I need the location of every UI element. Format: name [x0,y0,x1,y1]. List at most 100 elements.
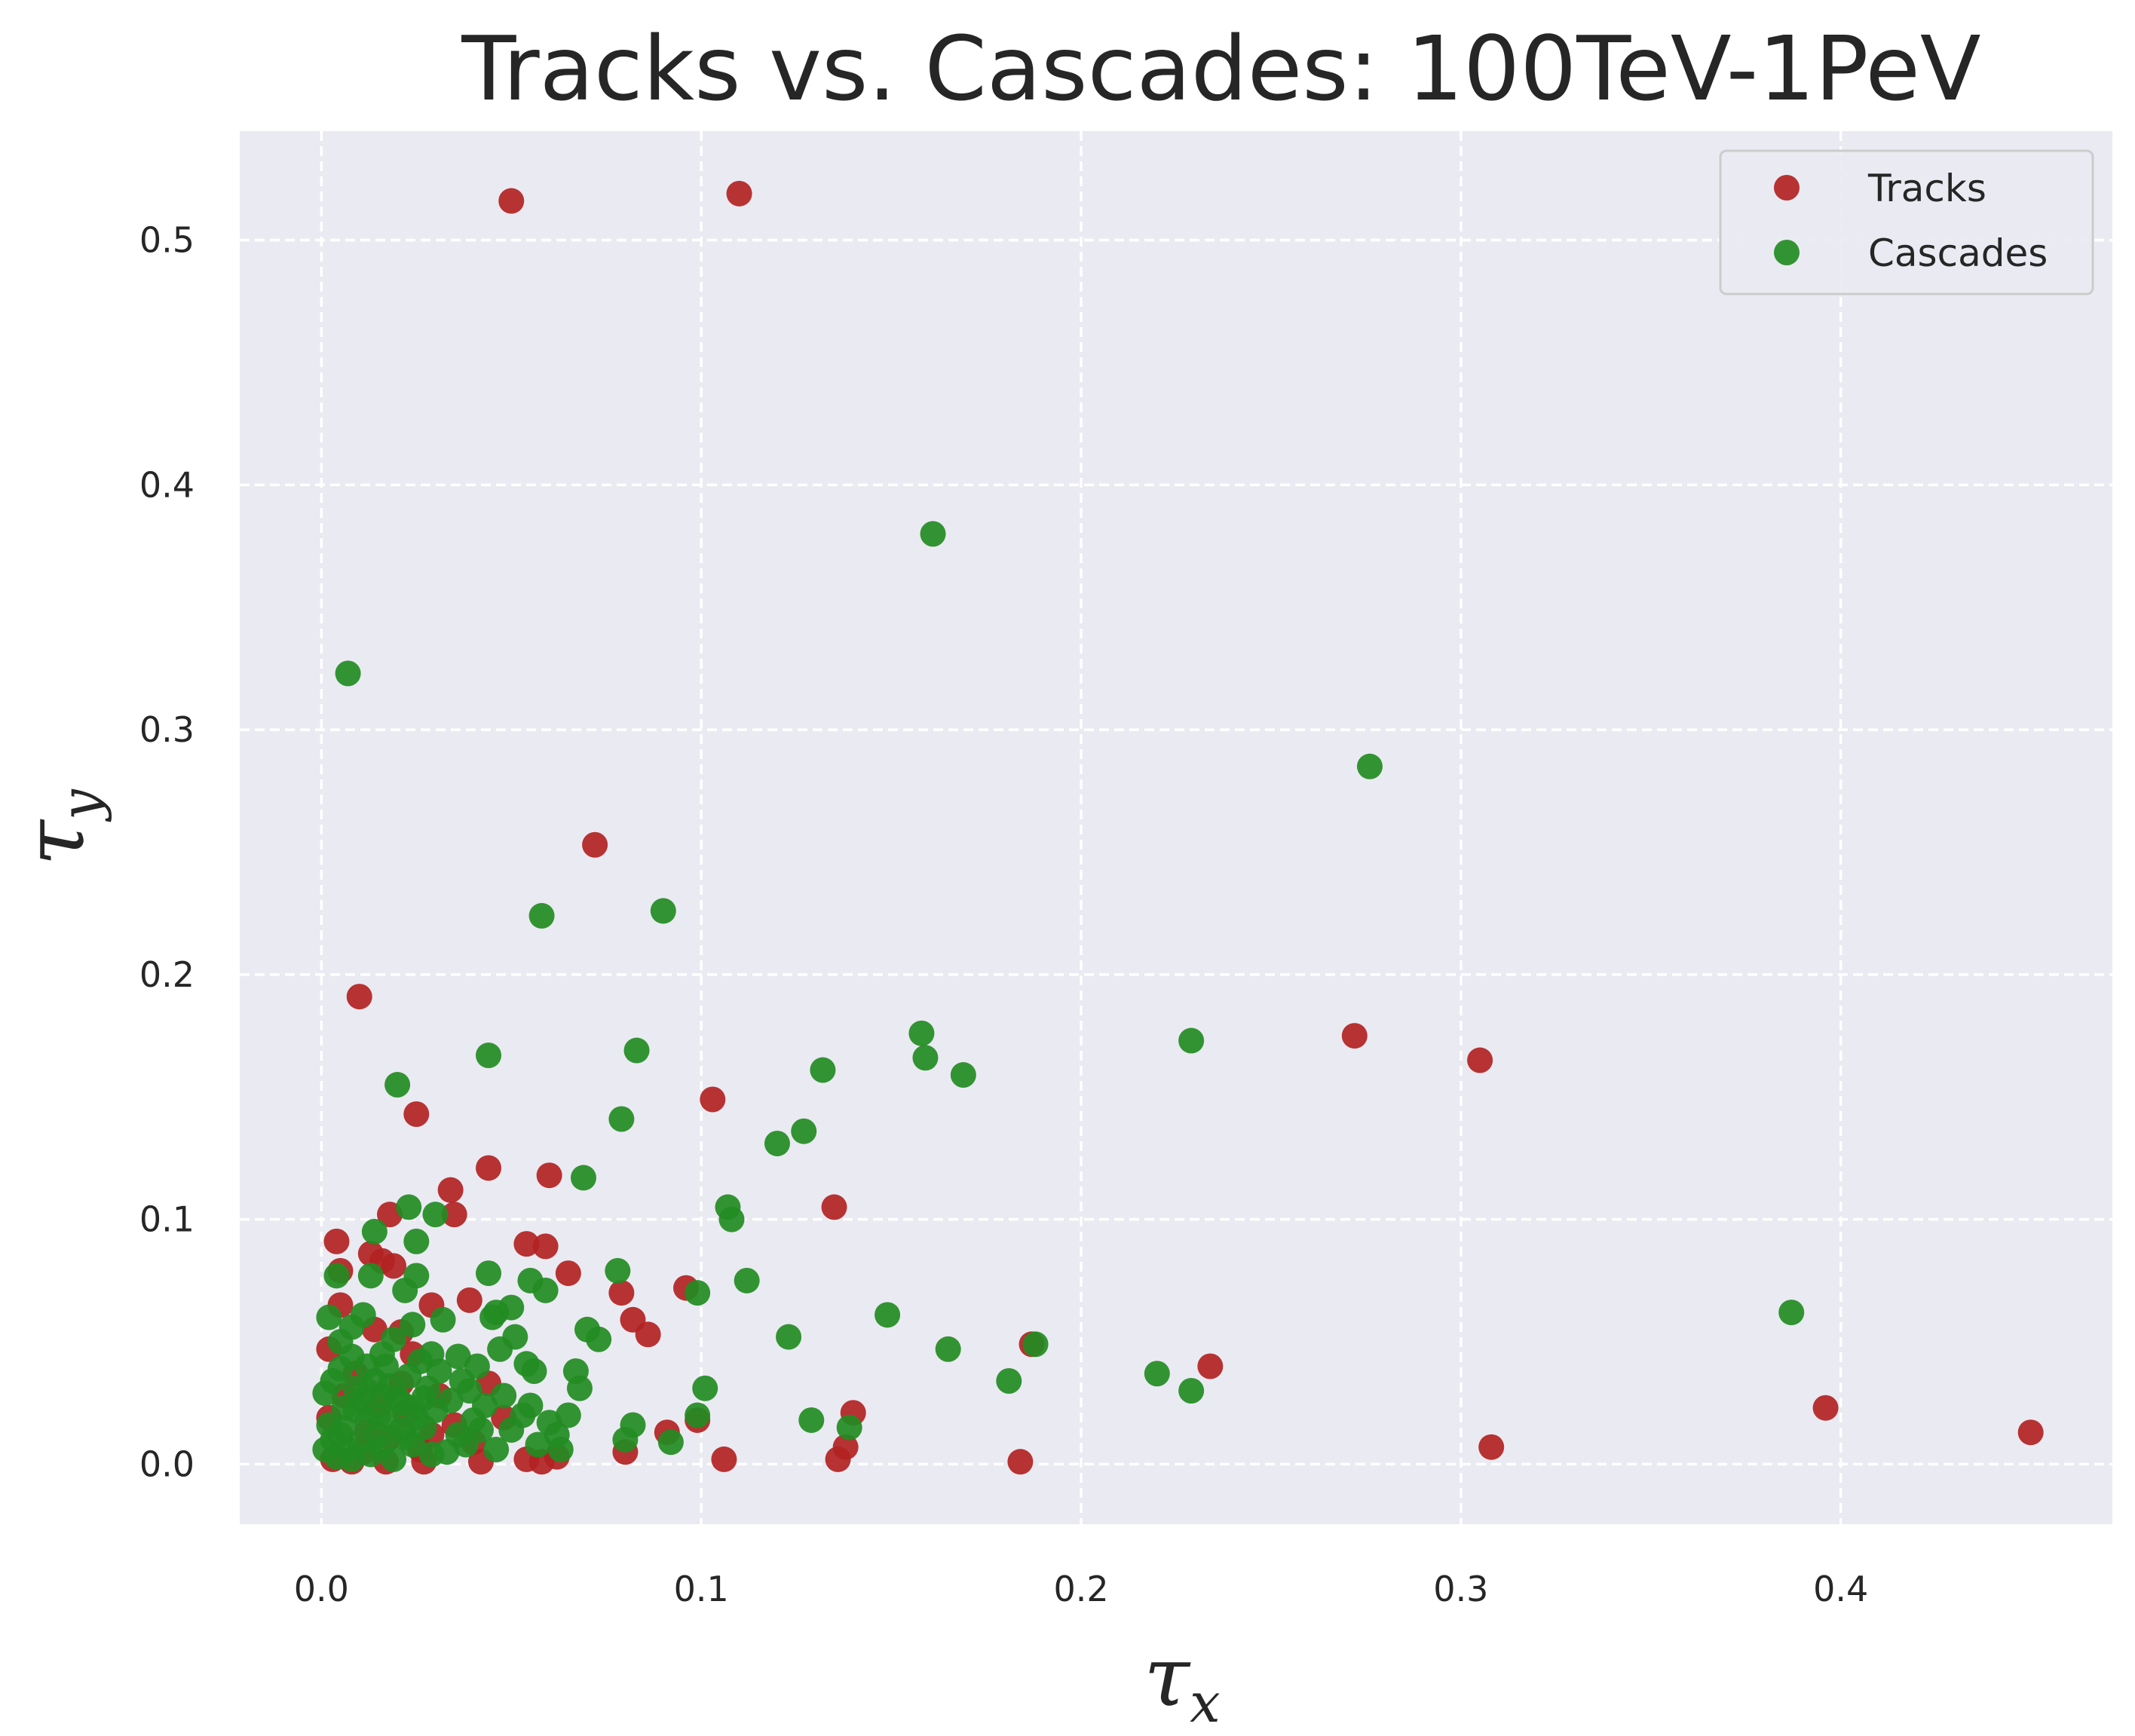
legend-label-cascades: Cascades [1868,231,2048,275]
x-tick-label: 0.2 [1053,1569,1108,1609]
cascades-point [566,1375,593,1401]
cascades-point [411,1385,437,1411]
cascades-point [570,1165,596,1191]
cascades-point [950,1062,976,1088]
cascades-point [836,1414,862,1441]
cascades-point [407,1349,433,1375]
cascades-point [369,1382,395,1409]
cascades-point [935,1336,961,1362]
cascades-point [996,1368,1022,1395]
tick-labels: 0.0 0.1 0.2 0.3 0.4 0.0 0.1 0.2 0.3 0.4 0.5 [139,220,1868,1609]
legend-label-tracks: Tracks [1867,167,1986,210]
cascades-point [476,1043,502,1069]
cascades-point [875,1302,901,1328]
tracks-point [700,1086,726,1113]
cascades-point [320,1368,346,1395]
cascades-point [525,1431,551,1458]
cascades-point [342,1375,369,1401]
cascades-point [422,1202,449,1228]
cascades-point [403,1228,430,1254]
tracks-point [441,1202,467,1228]
tracks-point [555,1260,581,1287]
tracks-point [437,1177,464,1203]
y-axis-label-symbol: τ [6,819,103,866]
cascades-point [692,1375,718,1401]
cascades-point [479,1304,506,1330]
y-axis-label: τy [6,788,112,866]
cascades-point [316,1304,342,1330]
cascades-point [1022,1331,1049,1358]
cascades-point [1778,1300,1805,1326]
cascades-point [544,1422,570,1448]
cascades-point [487,1336,513,1362]
tracks-point [711,1446,737,1472]
y-tick-label: 0.4 [139,464,195,505]
y-tick-label: 0.2 [139,954,195,995]
cascades-point [327,1422,354,1448]
cascades-point [912,1045,939,1071]
tracks-point [821,1194,847,1220]
cascades-point [361,1218,387,1245]
tracks-point [1341,1023,1368,1049]
tracks-point [2017,1419,2044,1446]
tracks-point [825,1446,851,1472]
cascades-point [1356,753,1383,779]
cascades-point [920,521,946,547]
cascades-point [517,1392,544,1419]
cascades-point [1178,1377,1205,1404]
cascades-point [388,1416,415,1443]
cascades-point [1144,1361,1170,1387]
cascades-point [384,1072,411,1098]
cascades-point [791,1118,817,1144]
y-axis-label-subscript: y [49,788,112,822]
x-axis-label-subscript: x [1190,1671,1221,1733]
tracks-point [1007,1449,1034,1475]
cascades-point [685,1402,711,1428]
cascades-point [491,1382,517,1409]
cascades-point [323,1263,350,1289]
cascades-point [418,1441,445,1468]
tracks-point [513,1231,540,1257]
tracks-point [1812,1395,1839,1421]
series-cascades [312,521,1805,1472]
cascades-point [650,898,676,924]
tracks-point [456,1287,482,1313]
cascades-point [513,1351,540,1377]
cascades-point [338,1446,365,1472]
cascades-point [532,1277,559,1303]
cascades-point [426,1358,452,1385]
x-tick-label: 0.1 [674,1569,729,1609]
cascades-point [357,1263,384,1289]
cascades-point [908,1020,935,1046]
tracks-point [346,984,372,1010]
tracks-point [1478,1434,1505,1460]
legend-marker-tracks [1774,175,1800,201]
tracks-point [536,1162,562,1189]
cascades-point [449,1368,475,1395]
x-tick-label: 0.0 [294,1569,349,1609]
cascades-point [734,1267,760,1294]
legend-marker-cascades [1774,240,1800,265]
cascades-point [354,1353,380,1379]
cascades-point [476,1260,502,1287]
cascades-point [1178,1027,1205,1054]
data-points [312,180,2044,1475]
cascades-point [365,1402,391,1428]
tracks-point [1197,1353,1224,1379]
y-tick-label: 0.3 [139,709,195,750]
tracks-point [635,1321,661,1348]
cascades-point [437,1387,464,1413]
cascades-point [764,1130,790,1156]
cascades-point [605,1257,631,1284]
cascades-point [430,1306,456,1333]
y-tick-label: 0.5 [139,220,195,261]
cascades-point [608,1106,635,1132]
tracks-point [381,1253,407,1279]
cascades-point [612,1426,639,1453]
cascades-point [574,1316,601,1343]
tracks-point [608,1280,635,1306]
cascades-point [810,1057,836,1083]
tracks-point [323,1228,350,1254]
x-axis-label-symbol: τ [1144,1628,1191,1725]
